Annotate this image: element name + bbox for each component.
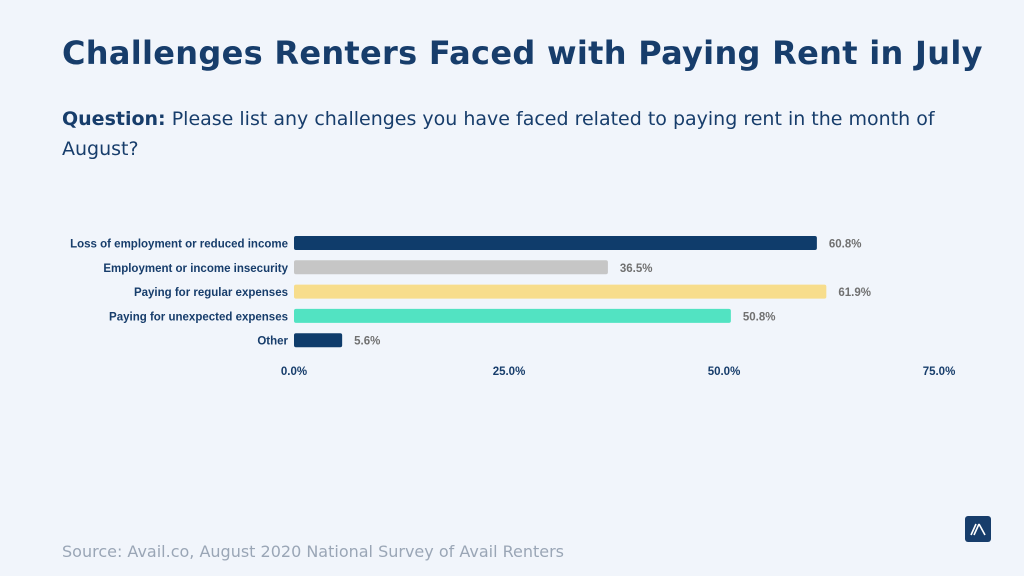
category-label: Other (257, 336, 288, 348)
x-tick-label: 25.0% (493, 366, 526, 378)
x-tick-label: 75.0% (923, 366, 956, 378)
x-tick-label: 0.0% (281, 366, 307, 378)
data-label: 50.8% (743, 311, 776, 323)
category-label: Paying for regular expenses (134, 287, 288, 299)
category-label: Employment or income insecurity (103, 263, 288, 275)
bar (294, 333, 343, 348)
bar (294, 284, 827, 299)
question-label: Question: (62, 108, 166, 130)
x-tick-label: 50.0% (708, 366, 741, 378)
bar (294, 236, 817, 250)
source-note: Source: Avail.co, August 2020 National S… (62, 542, 565, 561)
category-label: Paying for unexpected expenses (109, 311, 288, 323)
bar (294, 260, 608, 275)
page-title: Challenges Renters Faced with Paying Ren… (62, 34, 983, 72)
data-label: 36.5% (620, 263, 653, 275)
bar (294, 308, 731, 323)
category-label: Loss of employment or reduced income (70, 239, 288, 251)
data-label: 5.6% (354, 336, 380, 348)
question-text: Question: Please list any challenges you… (62, 104, 942, 164)
data-label: 61.9% (838, 287, 871, 299)
avail-logo-icon (965, 516, 991, 542)
question-body: Please list any challenges you have face… (62, 108, 935, 160)
data-label: 60.8% (829, 239, 862, 251)
